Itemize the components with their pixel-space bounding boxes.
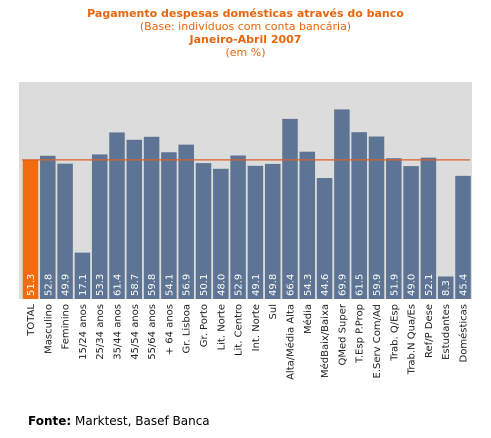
category-label-gr-lisboa: Gr. Lisboa: [182, 304, 193, 353]
category-label-55-64-anos: 55/64 anos: [147, 304, 158, 360]
bar-25-34-anos: [91, 154, 108, 299]
category-label-qmed-super: QMed Super: [337, 303, 348, 365]
source-footer: Fonte: Marktest, Basef Banca: [28, 414, 210, 428]
value-label-55-64-anos: 59.8: [147, 274, 158, 296]
bar-gr-porto: [195, 163, 212, 299]
category-label-e-serv-com-ad: E.Serv Com/Ad: [372, 304, 383, 378]
bar-feminino: [57, 163, 73, 299]
category-label-estudantes: Estudantes: [441, 304, 452, 360]
category-label-m-dia: Média: [302, 304, 314, 334]
value-label-lit-centro: 52.9: [234, 274, 245, 296]
category-label-lit-centro: Lit. Centro: [234, 304, 245, 356]
category-label-dom-sticas: Domésticas: [458, 304, 470, 362]
bar-m-dbaix-baixa: [316, 178, 333, 299]
value-label-alta-m-dia-alta: 66.4: [286, 274, 297, 296]
category-label-sul: Sul: [268, 304, 279, 319]
category-label-trab-n-qua-es: Trab.N Qua/Es: [407, 304, 418, 375]
value-label-trab-q-esp: 51.9: [389, 274, 400, 296]
value-label-ref-p-dese: 52.1: [424, 274, 435, 296]
bar-sul: [264, 163, 281, 299]
category-label-gr-porto: Gr. Porto: [199, 304, 210, 347]
bar-m-dia: [299, 151, 316, 299]
chart-title: Pagamento despesas domésticas através do…: [87, 7, 404, 20]
value-label-sul: 49.8: [268, 274, 279, 296]
bar-lit-norte: [213, 168, 229, 299]
value-label-dom-sticas: 45.4: [459, 274, 470, 296]
bar-dom-sticas: [455, 175, 471, 299]
value-label-estudantes: 8.3: [441, 280, 452, 296]
category-label-trab-q-esp: Trab. Q/Esp: [389, 304, 400, 362]
value-label-m-dbaix-baixa: 44.6: [320, 274, 331, 296]
bar-int-norte: [247, 165, 264, 299]
bar-55-64-anos: [143, 136, 160, 299]
category-label-35-44-anos: 35/44 anos: [113, 304, 124, 360]
category-label-alta-m-dia-alta: Alta/Média Alta: [285, 304, 297, 380]
value-label-m-dia: 54.3: [303, 274, 314, 296]
chart-titles: Pagamento despesas domésticas através do…: [0, 7, 491, 59]
category-label-total: TOTAL: [26, 304, 37, 337]
value-label-e-serv-com-ad: 59.9: [372, 274, 383, 296]
category-label-feminino: Feminino: [61, 304, 72, 349]
bar-t-esp-p-prop: [351, 132, 367, 299]
bar-ref-p-dese: [420, 157, 437, 299]
value-labels-layer: 51.3 52.8 49.9 17.1 53.3 61.4 58.7 59.8 54.1 56.9…: [26, 274, 470, 296]
value-label-qmed-super: 69.9: [337, 274, 348, 296]
chart-subtitle: (Base: indivíduos com conta bancária): [139, 20, 352, 33]
category-label-int-norte: Int. Norte: [251, 304, 262, 351]
bar-trab-n-qua-es: [403, 166, 419, 299]
bar-masculino: [40, 155, 56, 299]
bar-45-54-anos: [126, 139, 143, 299]
value-label-35-44-anos: 61.4: [113, 274, 124, 296]
bar-alta-m-dia-alta: [282, 118, 298, 299]
value-label-int-norte: 49.1: [251, 274, 262, 296]
bar-qmed-super: [334, 109, 350, 300]
value-label-lit-norte: 48.0: [216, 274, 227, 296]
bar-e-serv-com-ad: [368, 136, 385, 299]
category-label-45-54-anos: 45/54 anos: [130, 304, 141, 360]
bar-trab-q-esp: [386, 158, 402, 299]
value-label-45-54-anos: 58.7: [130, 274, 141, 296]
value-label-feminino: 49.9: [61, 274, 72, 296]
value-label-64-anos: 54.1: [164, 274, 175, 296]
bar-15-24-anos: [74, 252, 91, 299]
category-label-15-24-anos: 15/24 anos: [78, 304, 89, 360]
category-label-25-34-anos: 25/34 anos: [95, 304, 106, 360]
category-label-64-anos: + 64 anos: [164, 304, 175, 355]
value-label-15-24-anos: 17.1: [78, 274, 89, 296]
value-label-gr-lisboa: 56.9: [182, 274, 193, 296]
bar-gr-lisboa: [178, 144, 194, 299]
value-label-masculino: 52.8: [43, 274, 54, 296]
bar-total: [22, 159, 39, 299]
source-label: Fonte:: [28, 414, 72, 428]
category-label-t-esp-p-prop: T.Esp P.Prop: [355, 304, 366, 364]
value-label-gr-porto: 50.1: [199, 274, 210, 296]
chart-period: Janeiro-Abril 2007: [189, 33, 302, 46]
value-label-t-esp-p-prop: 61.5: [355, 274, 366, 296]
chart-unit-label: (em %): [225, 46, 266, 59]
bar-35-44-anos: [109, 132, 125, 299]
category-label-masculino: Masculino: [43, 304, 54, 354]
value-label-trab-n-qua-es: 49.0: [407, 274, 418, 296]
category-label-lit-norte: Lit. Norte: [216, 304, 227, 350]
category-label-m-dbaix-baixa: MédBaix/Baixa: [319, 304, 331, 378]
source-text: Marktest, Basef Banca: [71, 414, 210, 428]
bar-estudantes: [437, 276, 454, 299]
value-label-total: 51.3: [26, 274, 37, 296]
bars-layer: [22, 109, 471, 300]
category-label-ref-p-dese: Ref/P Dese: [424, 304, 435, 358]
category-labels-layer: TOTAL Masculino Feminino 15/24 anos 25/34 an…: [26, 303, 470, 380]
bar-64-anos: [161, 152, 177, 299]
value-label-25-34-anos: 53.3: [95, 274, 106, 296]
bar-lit-centro: [230, 155, 246, 299]
